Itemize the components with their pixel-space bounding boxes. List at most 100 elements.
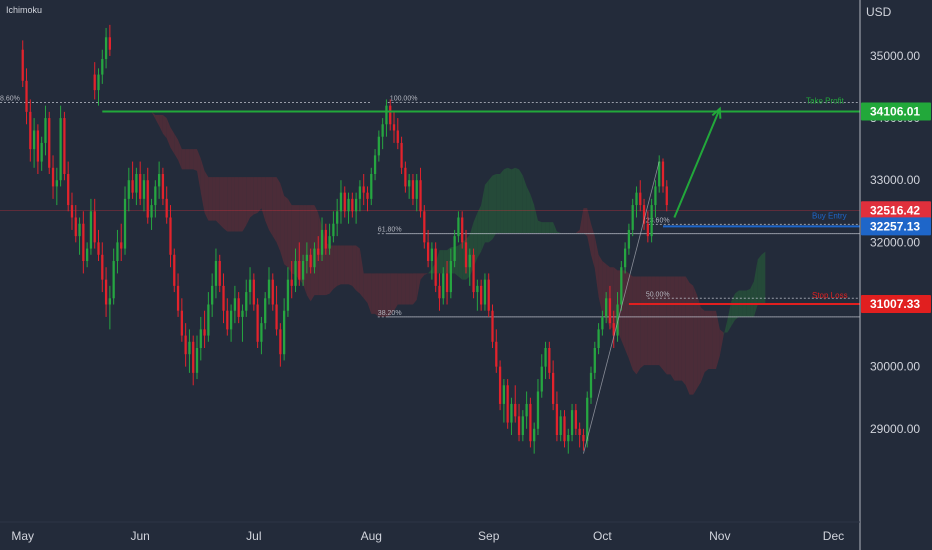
cloud-segment [545, 222, 550, 234]
candle-up [650, 198, 653, 243]
candle-up [476, 279, 479, 311]
candle-body [173, 254, 176, 286]
candle-body [101, 254, 104, 280]
candle-body [267, 279, 271, 299]
cloud-segment [253, 177, 258, 215]
cloud-segment [750, 281, 754, 317]
candle-body [612, 323, 615, 336]
candle-body [214, 261, 218, 286]
cloud-segment [662, 276, 667, 375]
candle-body [415, 180, 418, 199]
candle-up [320, 217, 324, 261]
candle-up [510, 397, 513, 435]
indicator-label[interactable]: Ichimoku [6, 5, 43, 15]
candle-body [665, 186, 668, 206]
candle-body [510, 403, 513, 423]
cloud-segment [697, 295, 701, 389]
cloud-segment [238, 177, 243, 232]
candle-down [93, 198, 96, 249]
cloud-segment [731, 293, 735, 327]
candle-body [623, 248, 627, 268]
candle-body [381, 124, 384, 137]
cloud-segment [473, 212, 478, 268]
candle-up [313, 242, 316, 274]
candle-body [658, 161, 661, 187]
candle-up [358, 180, 362, 212]
candle-up [264, 292, 267, 330]
candle-down [665, 180, 668, 212]
cloud-segment [712, 310, 717, 369]
candle-up [283, 298, 286, 361]
cloud-segment [503, 167, 508, 234]
ichimoku-cloud [121, 65, 766, 395]
candle-body [317, 248, 320, 255]
candle-down [48, 111, 51, 174]
candle-body [218, 261, 221, 286]
candle-down [203, 310, 206, 348]
y-tick-label: 32000.00 [870, 235, 920, 249]
candle-down [438, 273, 441, 311]
candle-down [411, 174, 415, 206]
cloud-segment [507, 167, 512, 234]
candle-body [203, 329, 206, 336]
cloud-segment [390, 273, 395, 316]
candle-up [150, 198, 153, 230]
candle-down [290, 261, 293, 299]
cloud-segment [306, 205, 311, 302]
candle-down [555, 391, 559, 442]
cloud-segment [526, 186, 531, 234]
candle-down [226, 298, 229, 336]
candle-body [483, 279, 487, 305]
candle-body [419, 180, 422, 212]
candle-up [627, 223, 631, 255]
candle-body [89, 211, 93, 249]
cloud-segment [530, 194, 535, 234]
cloud-segment [197, 149, 201, 193]
cloud-segment [428, 268, 432, 274]
cloud-segment [375, 273, 379, 317]
candle-body [32, 130, 36, 150]
candle-body [540, 366, 543, 392]
candle-down [192, 335, 195, 386]
cloud-segment [685, 276, 690, 395]
x-tick-label: Aug [361, 529, 382, 543]
candle-body [298, 261, 301, 280]
candle-body [97, 242, 100, 255]
candle-body [616, 304, 619, 336]
candle-body [377, 136, 380, 156]
fib-label-right: 23.60% [646, 217, 670, 224]
candle-up [97, 68, 100, 106]
y-tick-label: 30000.00 [870, 360, 920, 374]
candle-down [279, 323, 282, 367]
cloud-segment [185, 149, 190, 170]
candle-body [495, 341, 498, 367]
cloud-segment [280, 183, 285, 265]
cloud-segment [484, 180, 489, 243]
candle-body [229, 310, 233, 330]
candle-up [229, 304, 233, 342]
candle-body [146, 180, 149, 218]
cloud-segment [666, 276, 671, 375]
stop-loss-price-box [861, 295, 931, 314]
fib-label-382: 38.20% [378, 310, 402, 317]
cloud-segment [651, 276, 656, 366]
cloud-segment [708, 310, 713, 369]
cloud-segment [534, 205, 538, 234]
candle-body [59, 118, 62, 181]
cloud-segment [287, 198, 292, 274]
cloud-segment [314, 205, 319, 296]
cloud-segment [250, 177, 254, 218]
cloud-segment [681, 276, 686, 386]
candle-up [233, 285, 237, 324]
candle-body [635, 192, 638, 206]
candle-body [252, 279, 255, 305]
cloud-segment [587, 208, 592, 255]
candle-up [620, 261, 623, 311]
candle-body [264, 298, 267, 324]
candle-body [449, 261, 452, 293]
candle-down [548, 341, 551, 380]
candle-body [654, 186, 657, 206]
cloud-segment [598, 254, 603, 314]
cloud-segment [575, 229, 580, 234]
